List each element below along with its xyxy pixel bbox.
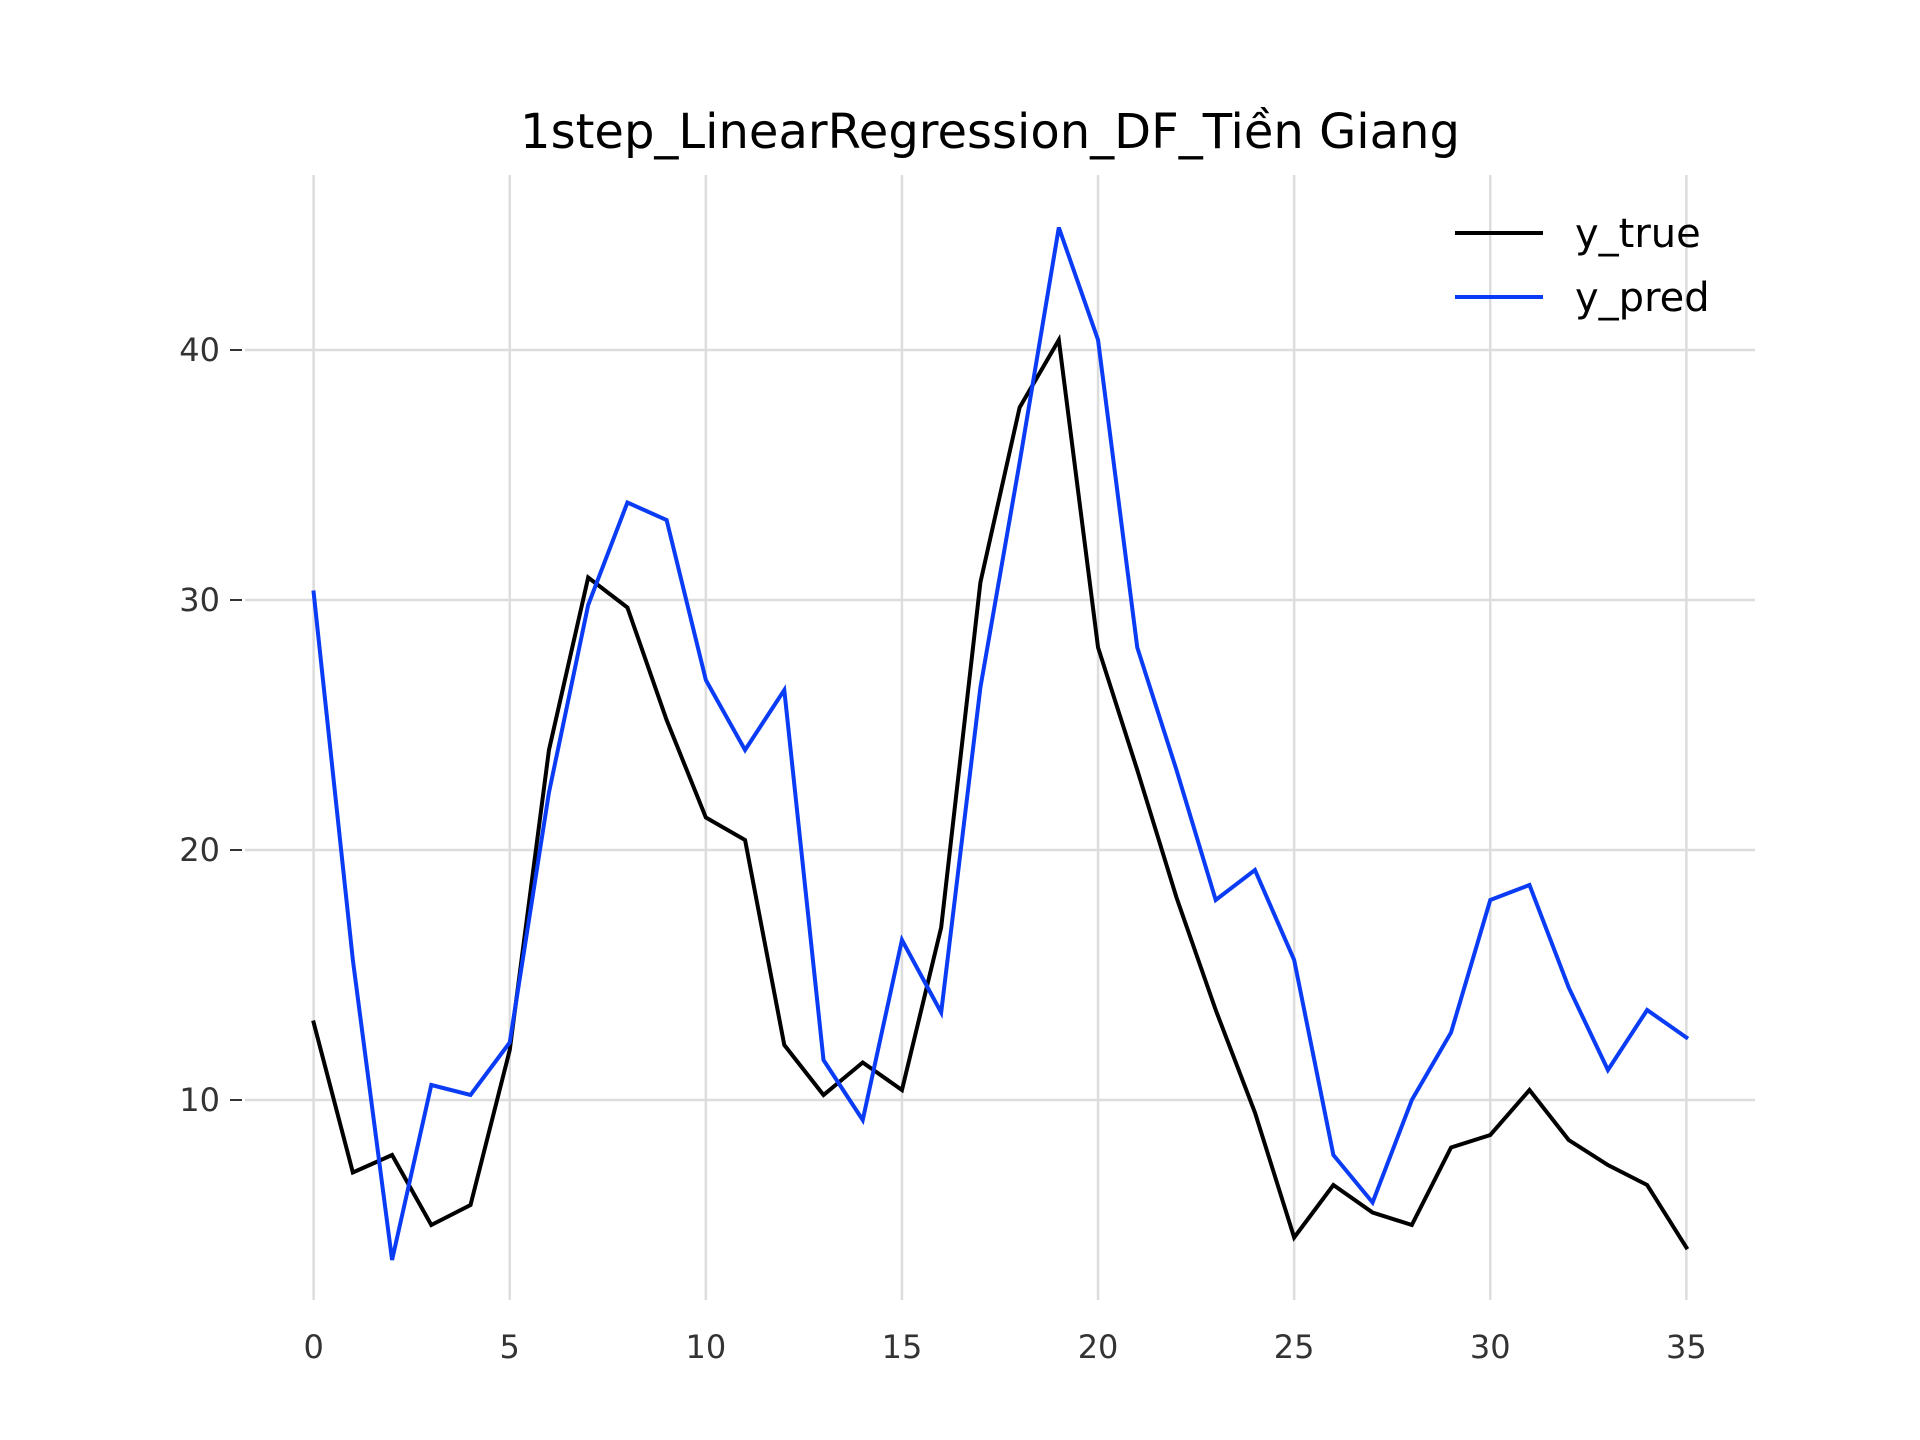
chart-title: 1step_LinearRegression_DF_Tiền Giang (520, 104, 1460, 160)
x-tick-label: 15 (882, 1328, 923, 1366)
grid (245, 175, 1755, 1300)
legend-label-y-pred: y_pred (1575, 275, 1710, 321)
x-tick-label: 25 (1274, 1328, 1315, 1366)
series-line-y-pred (311, 226, 1690, 1261)
series-line-y-true (311, 333, 1690, 1251)
y-tick-label: 30 (179, 581, 220, 619)
series-lines (311, 226, 1690, 1261)
x-tick-label: 20 (1078, 1328, 1119, 1366)
legend: y_true y_pred (1455, 211, 1710, 321)
x-tick-label: 10 (685, 1328, 726, 1366)
x-tick-label: 0 (303, 1328, 323, 1366)
x-tick-label: 5 (500, 1328, 520, 1366)
legend-label-y-true: y_true (1575, 211, 1701, 257)
x-tick-label: 35 (1666, 1328, 1707, 1366)
x-tick-label: 30 (1470, 1328, 1511, 1366)
y-tick-label: 10 (179, 1081, 220, 1119)
y-tick-label: 20 (179, 831, 220, 869)
axis-ticks: 0 5 10 15 20 25 30 35 10 20 30 40 (179, 331, 1706, 1366)
y-tick-label: 40 (179, 331, 220, 369)
